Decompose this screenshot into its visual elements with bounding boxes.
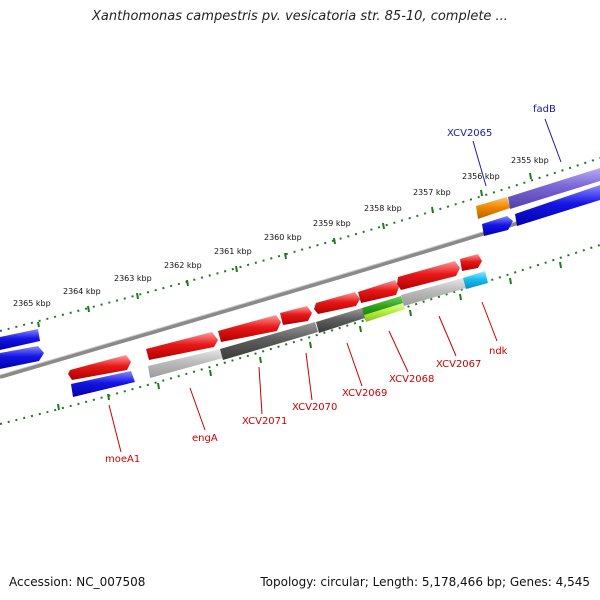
gene-moeA1[interactable] — [68, 355, 131, 380]
feature-blue-moeA1[interactable] — [71, 371, 135, 397]
feature-dark-xcv2069[interactable] — [316, 308, 365, 333]
feature-orange-xcv2065[interactable] — [476, 197, 510, 219]
gene-ndk[interactable] — [460, 254, 482, 271]
feature-lightgreen-xcv2068[interactable] — [364, 303, 405, 322]
gene-xcv2067[interactable] — [397, 261, 460, 290]
inner-scale-ring — [0, 244, 600, 425]
feature-blue-fadB[interactable] — [515, 185, 600, 226]
gene-engA[interactable] — [146, 332, 218, 360]
gene-label-engA: engA — [192, 433, 218, 444]
blue-leader-lines — [472, 118, 562, 187]
scale-label-2363: 2363 kbp — [114, 274, 152, 283]
genome-summary-label: Topology: circular; Length: 5,178,466 bp… — [260, 575, 590, 589]
inner-major-ticks — [57, 261, 562, 411]
feature-blue-xcv2065[interactable] — [482, 216, 513, 236]
gene-label-ndk: ndk — [489, 346, 508, 357]
feature-purple-fadB[interactable] — [508, 168, 600, 209]
red-leader-lines — [108, 301, 498, 453]
gene-label-xcv2068: XCV2068 — [389, 374, 434, 385]
scale-label-2355: 2355 kbp — [511, 156, 549, 165]
scale-label-2359: 2359 kbp — [313, 219, 351, 228]
gene-xcv2069[interactable] — [314, 292, 360, 314]
scale-label-2360: 2360 kbp — [264, 233, 302, 242]
gene-xcv2070[interactable] — [280, 306, 312, 325]
feature-cyan-ndk[interactable] — [463, 271, 488, 289]
outer-major-ticks — [37, 172, 532, 328]
scale-label-2361: 2361 kbp — [214, 247, 252, 256]
gene-xcv2068[interactable] — [358, 280, 399, 303]
feature-dark-xcv2071[interactable] — [220, 322, 318, 360]
gene-label-xcv2067: XCV2067 — [436, 359, 481, 370]
gene-label-xcv2071: XCV2071 — [242, 416, 287, 427]
outer-scale-ring — [0, 157, 600, 332]
scale-label-2362: 2362 kbp — [164, 261, 202, 270]
gene-label-xcv2065: XCV2065 — [447, 128, 492, 139]
feature-gray-engA[interactable] — [148, 349, 223, 378]
gene-xcv2071[interactable] — [218, 315, 281, 342]
gene-label-xcv2069: XCV2069 — [342, 388, 387, 399]
accession-label: Accession: NC_007508 — [9, 575, 146, 589]
feature-blue-left-top[interactable] — [0, 329, 40, 350]
scale-label-2357: 2357 kbp — [413, 188, 451, 197]
scale-label-2364: 2364 kbp — [63, 287, 101, 296]
gene-label-moeA1: moeA1 — [105, 454, 140, 465]
scale-label-2358: 2358 kbp — [364, 204, 402, 213]
map-title: Xanthomonas campestris pv. vesicatoria s… — [92, 9, 508, 24]
gene-label-xcv2070: XCV2070 — [292, 402, 337, 413]
feature-blue-left-bottom[interactable] — [0, 346, 44, 369]
feature-gray-xcv2067[interactable] — [401, 278, 466, 306]
scale-label-2356: 2356 kbp — [462, 172, 500, 181]
gene-label-fadB: fadB — [533, 104, 556, 115]
scale-label-2365: 2365 kbp — [13, 299, 51, 308]
